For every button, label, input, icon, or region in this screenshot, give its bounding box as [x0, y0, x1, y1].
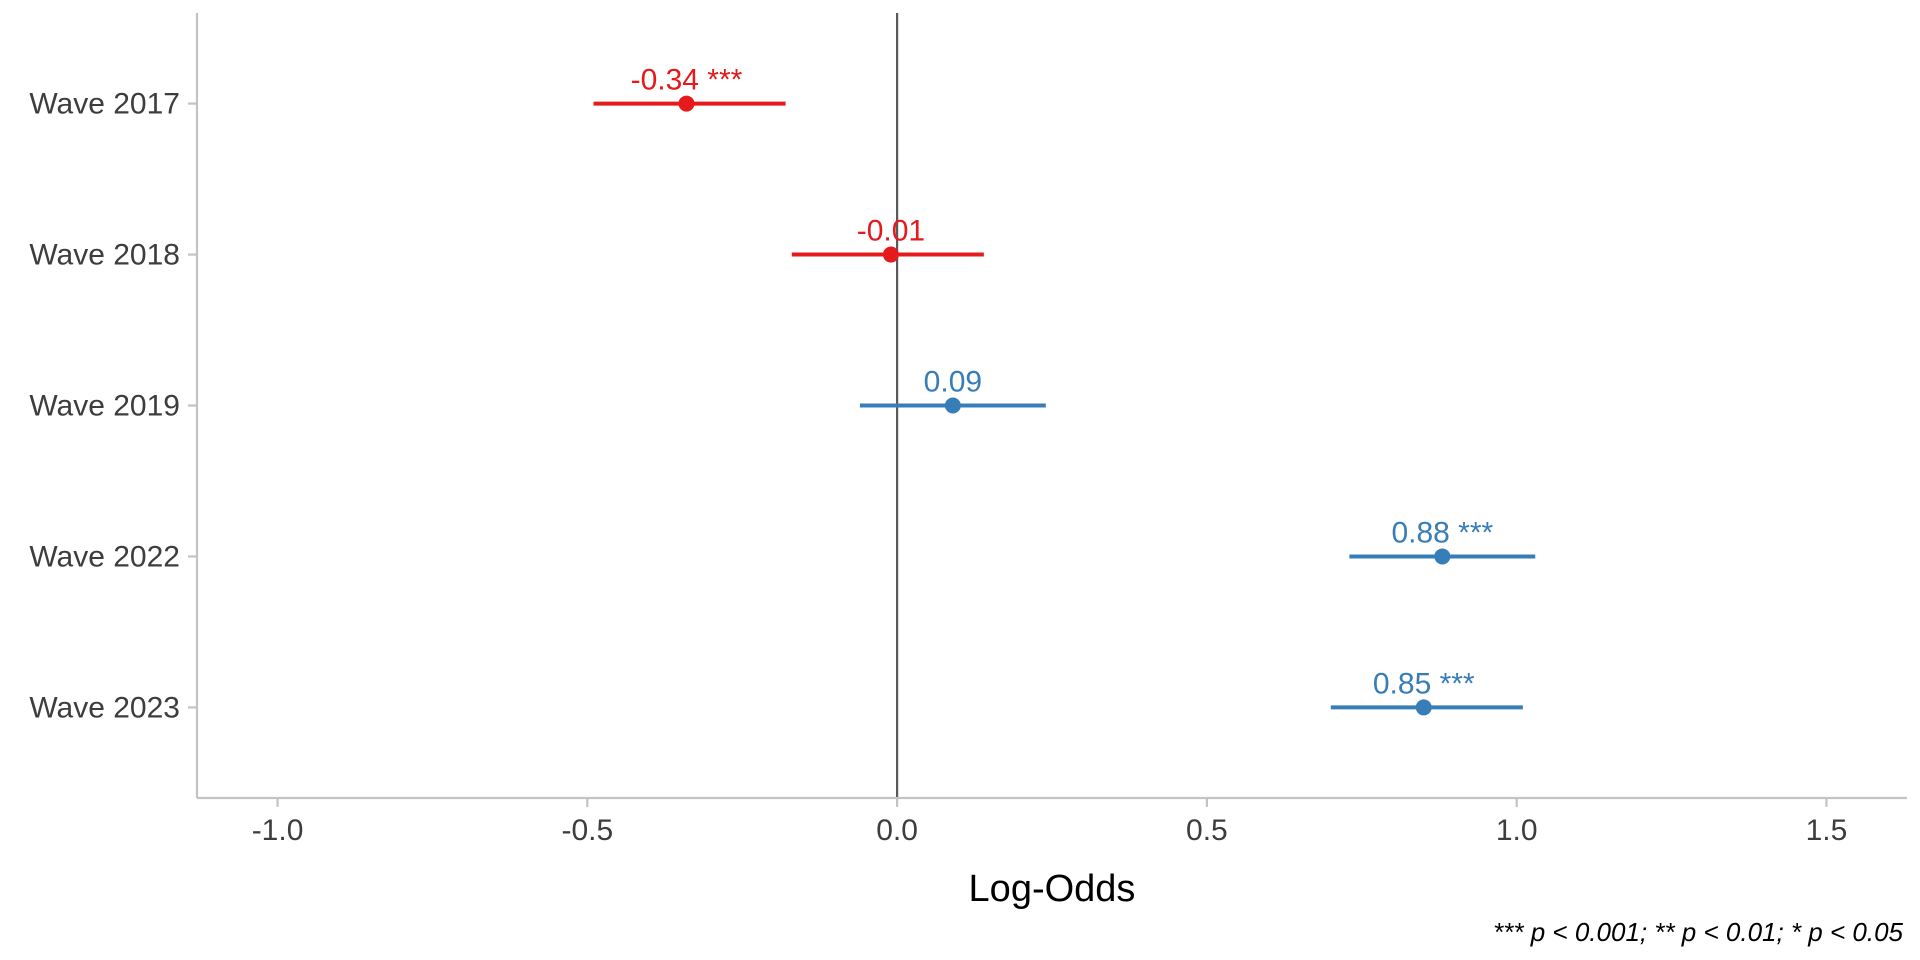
estimate-point: [944, 397, 961, 414]
estimate-label: -0.34 ***: [631, 64, 743, 97]
x-tick-label: -0.5: [561, 814, 613, 847]
x-tick-label: -1.0: [252, 814, 304, 847]
estimate-point: [882, 246, 899, 263]
estimate-label: 0.88 ***: [1391, 516, 1493, 549]
estimate-label: 0.09: [924, 366, 982, 399]
x-tick-label: 0.0: [876, 814, 918, 847]
y-axis-label: Wave 2022: [29, 540, 180, 573]
estimate-point: [678, 95, 695, 112]
x-tick-label: 1.5: [1806, 814, 1848, 847]
estimate-label: -0.01: [857, 215, 925, 248]
y-axis-label: Wave 2023: [29, 691, 180, 724]
x-axis-title: Log-Odds: [969, 868, 1136, 910]
y-axis-label: Wave 2019: [29, 390, 180, 423]
x-tick-label: 1.0: [1496, 814, 1538, 847]
x-tick-label: 0.5: [1186, 814, 1228, 847]
estimate-point: [1434, 548, 1451, 565]
y-axis-label: Wave 2018: [29, 239, 180, 272]
estimate-label: 0.85 ***: [1373, 667, 1475, 700]
estimate-point: [1415, 699, 1432, 716]
y-axis-label: Wave 2017: [29, 88, 180, 121]
significance-footnote: *** p < 0.001; ** p < 0.01; * p < 0.05: [1493, 917, 1903, 947]
